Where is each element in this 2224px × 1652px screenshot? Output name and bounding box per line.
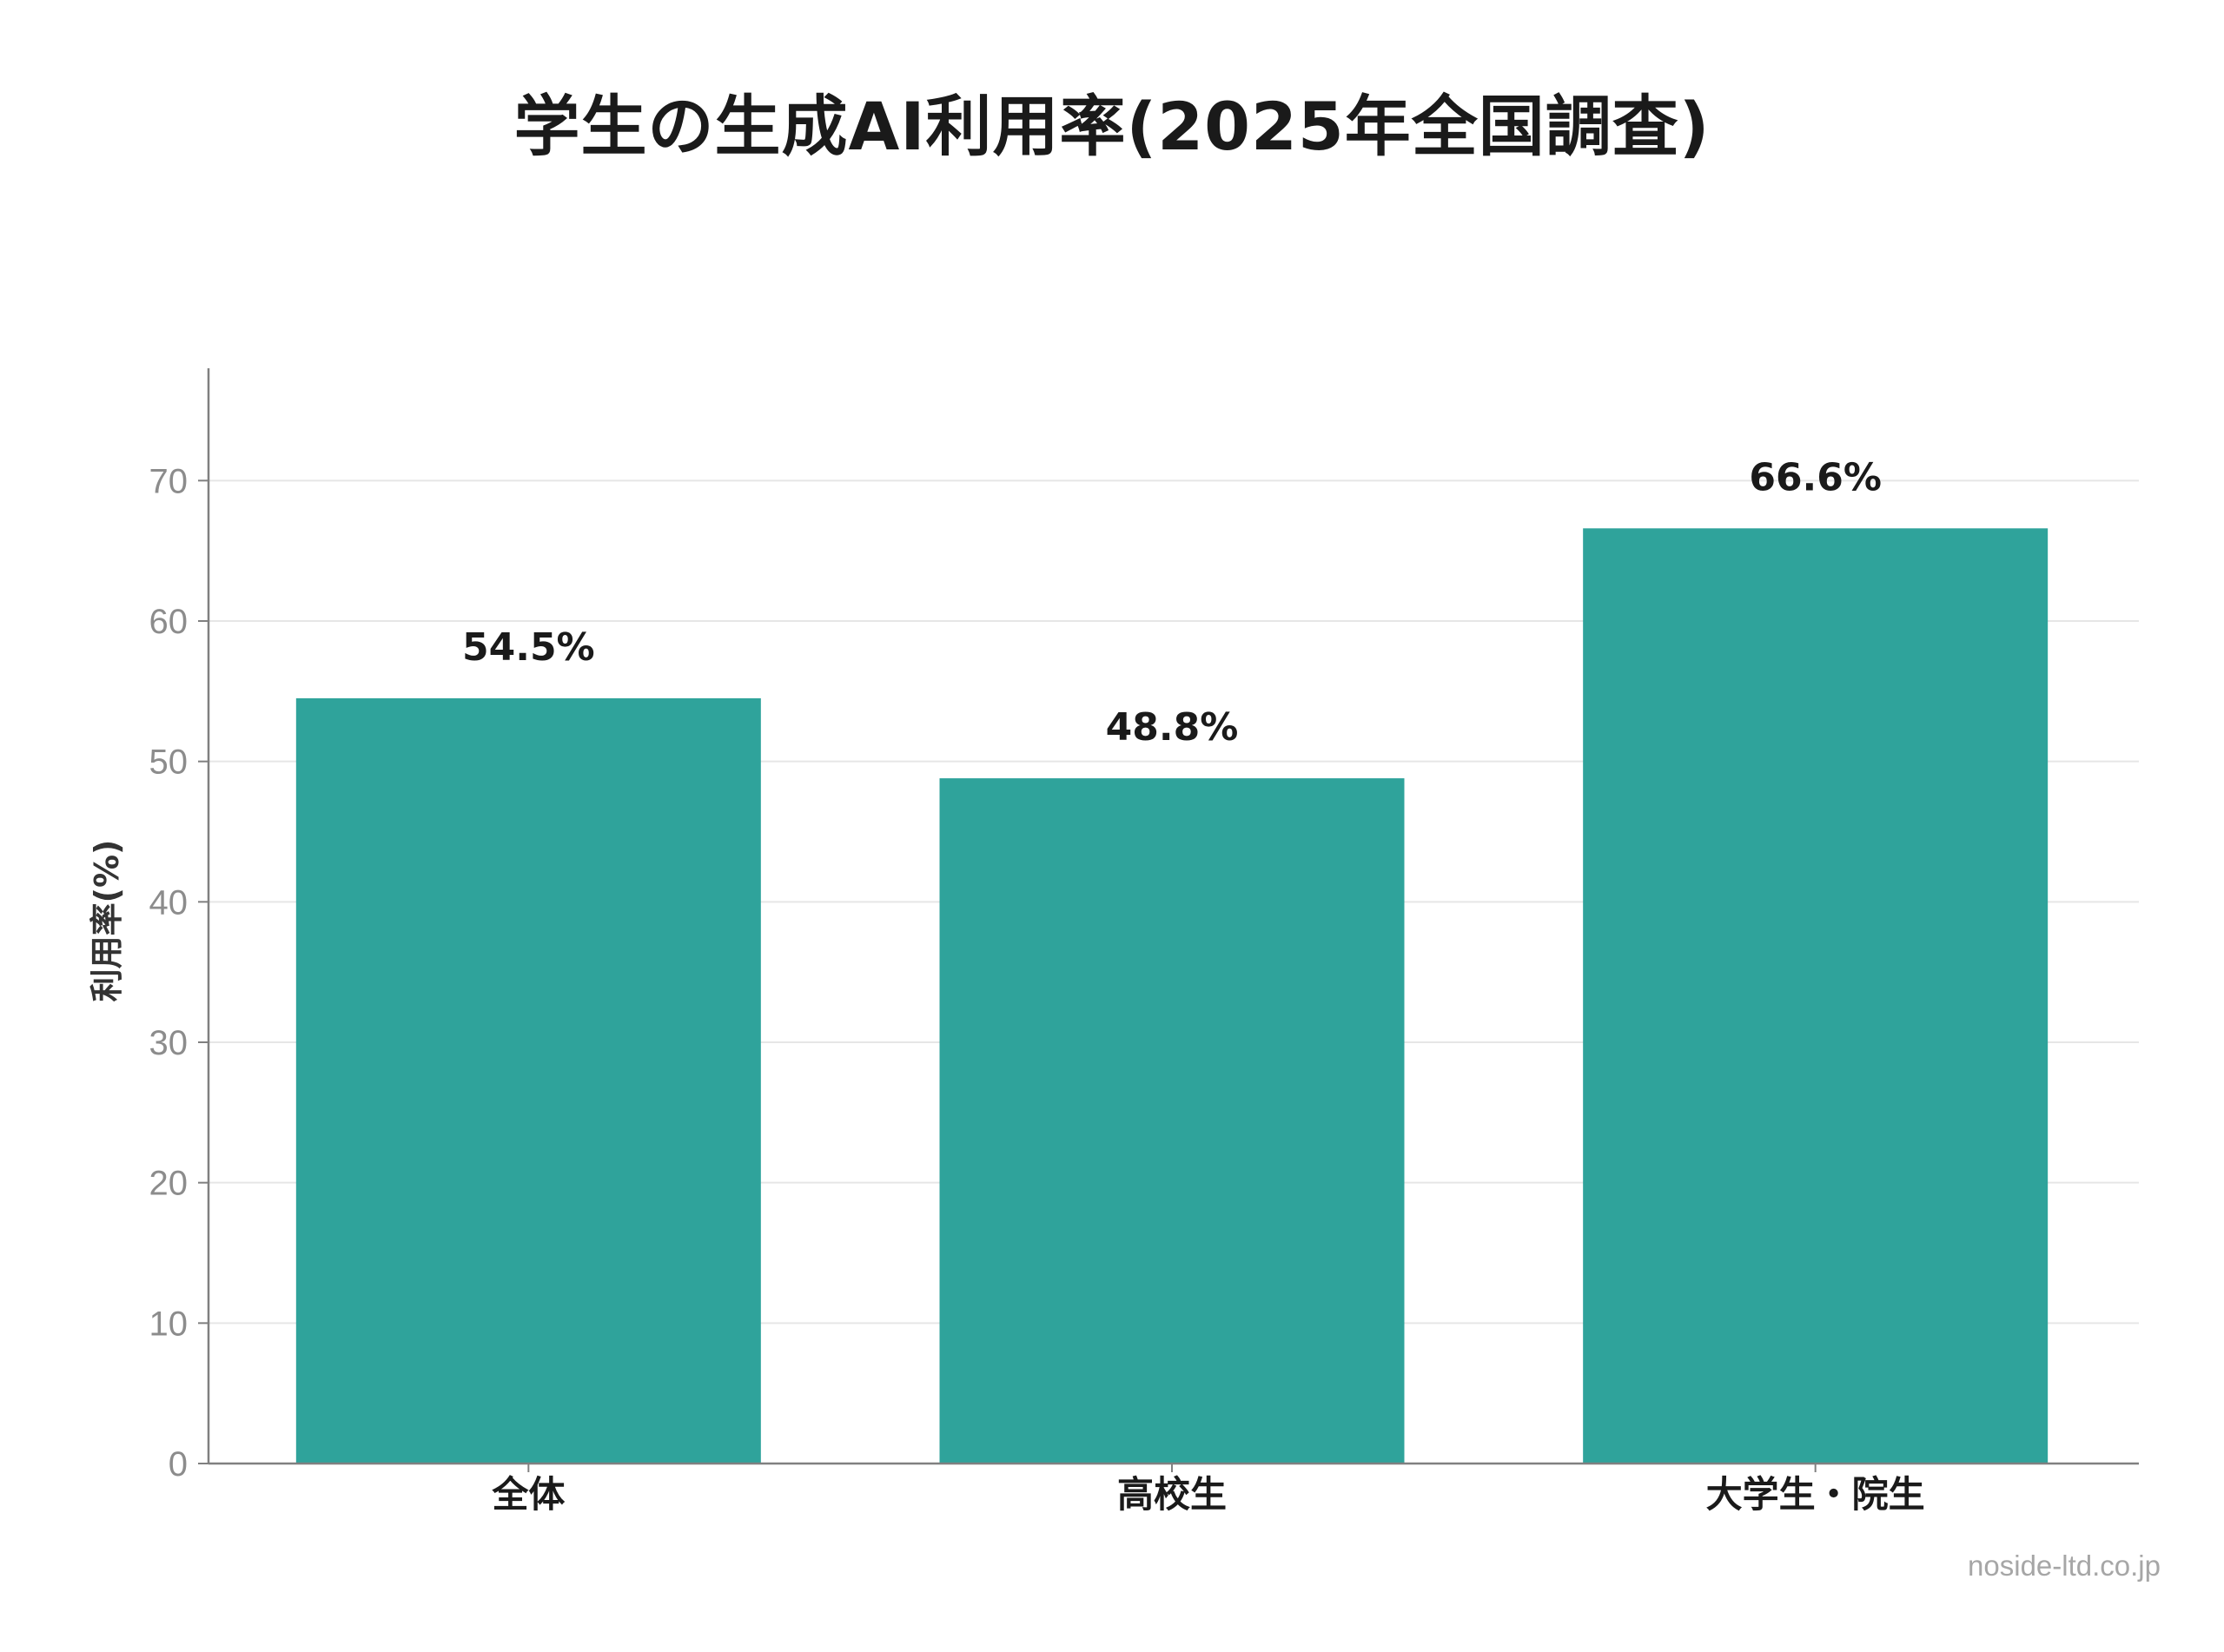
bar-1 — [939, 778, 1405, 1464]
chart-title: 学生の生成AI利用率(2025年全国調査) — [513, 88, 1711, 165]
y-tick-label-60: 60 — [149, 603, 189, 641]
x-tick-label-1: 高校生 — [1117, 1473, 1227, 1516]
y-tick-label-70: 70 — [149, 462, 189, 500]
bar-layer — [295, 528, 2049, 1464]
footer-credit: noside-ltd.co.jp — [1968, 1550, 2161, 1582]
label-layer: 54.5% 全体 48.8% 高校生 66.6% 大学生・院生 利用率(%) — [88, 455, 1925, 1516]
bar-0 — [295, 697, 761, 1464]
value-label-0: 54.5% — [462, 625, 595, 670]
y-tick-label-10: 10 — [149, 1305, 189, 1343]
axis-layer: 0 10 20 30 40 50 60 70 — [149, 368, 2139, 1483]
x-tick-label-2: 大学生・院生 — [1706, 1473, 1925, 1516]
bar-2 — [1583, 528, 2049, 1464]
y-tick-label-40: 40 — [149, 883, 189, 922]
value-label-1: 48.8% — [1106, 705, 1239, 750]
y-axis-title: 利用率(%) — [88, 840, 126, 1002]
y-tick-label-30: 30 — [149, 1024, 189, 1062]
value-label-2: 66.6% — [1749, 455, 1882, 499]
y-tick-label-20: 20 — [149, 1165, 189, 1203]
y-tick-label-50: 50 — [149, 743, 189, 782]
y-tick-label-0: 0 — [169, 1445, 188, 1483]
x-tick-label-0: 全体 — [491, 1473, 565, 1516]
